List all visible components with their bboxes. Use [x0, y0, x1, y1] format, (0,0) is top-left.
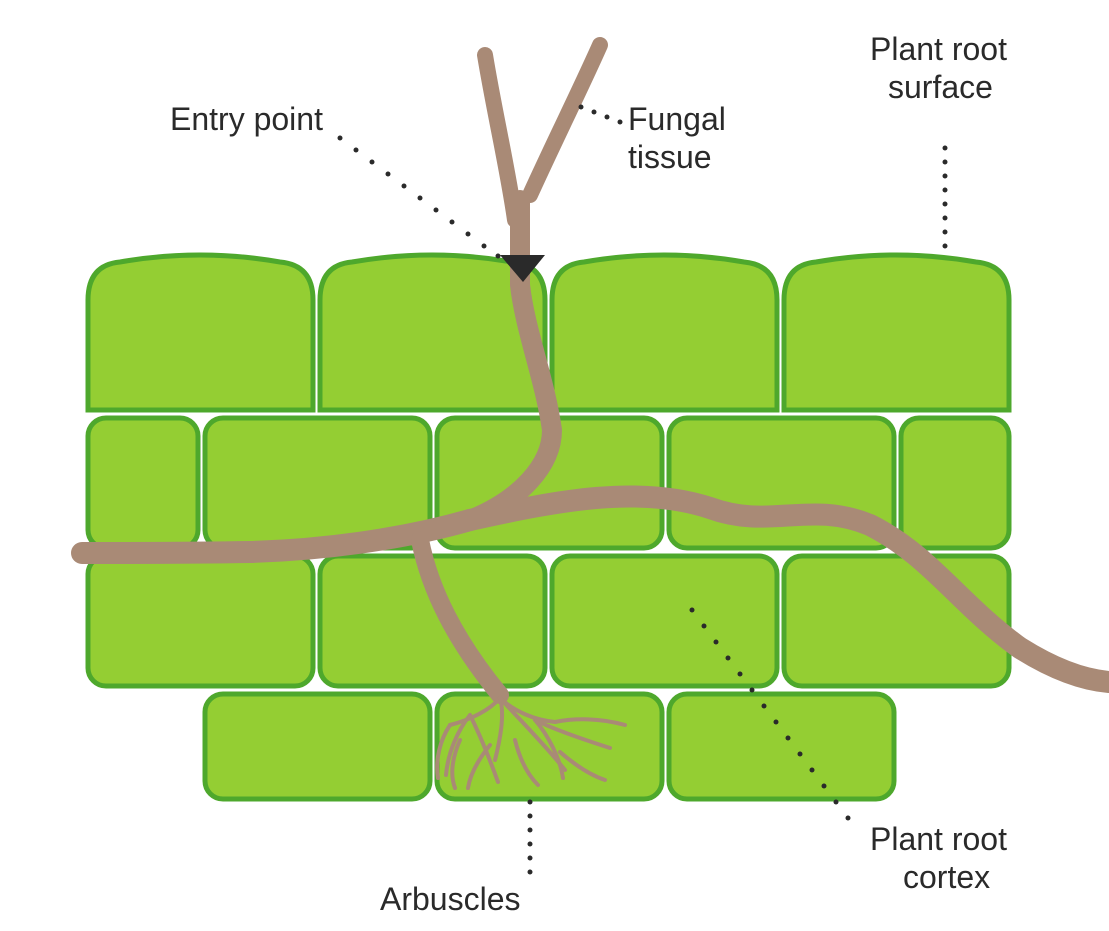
cell [88, 556, 313, 686]
cell-row-4 [205, 694, 894, 799]
label-arbuscles: Arbuscles [380, 881, 521, 917]
mycorrhiza-diagram: Entry point Fungal tissue Plant root sur… [0, 0, 1109, 931]
cell [552, 556, 777, 686]
cell [88, 418, 198, 548]
fungus-stem-right [530, 45, 600, 195]
label-entry-point: Entry point [170, 101, 323, 137]
cell [784, 255, 1009, 410]
label-fungal-tissue: Fungal tissue [628, 101, 735, 175]
label-plant-root-surface: Plant root surface [870, 31, 1016, 105]
cell [669, 694, 894, 799]
cell [205, 694, 430, 799]
leader-fungal-tissue [579, 105, 623, 125]
cell [901, 418, 1009, 548]
cell-row-3 [88, 556, 1009, 686]
leader-entry-point [338, 136, 501, 259]
label-plant-root-cortex: Plant root cortex [870, 821, 1016, 895]
fungus-stem-left [485, 55, 515, 220]
cell [552, 255, 777, 410]
leader-root-surface [943, 146, 948, 249]
leader-arbuscles [528, 800, 533, 875]
cell [88, 255, 313, 410]
